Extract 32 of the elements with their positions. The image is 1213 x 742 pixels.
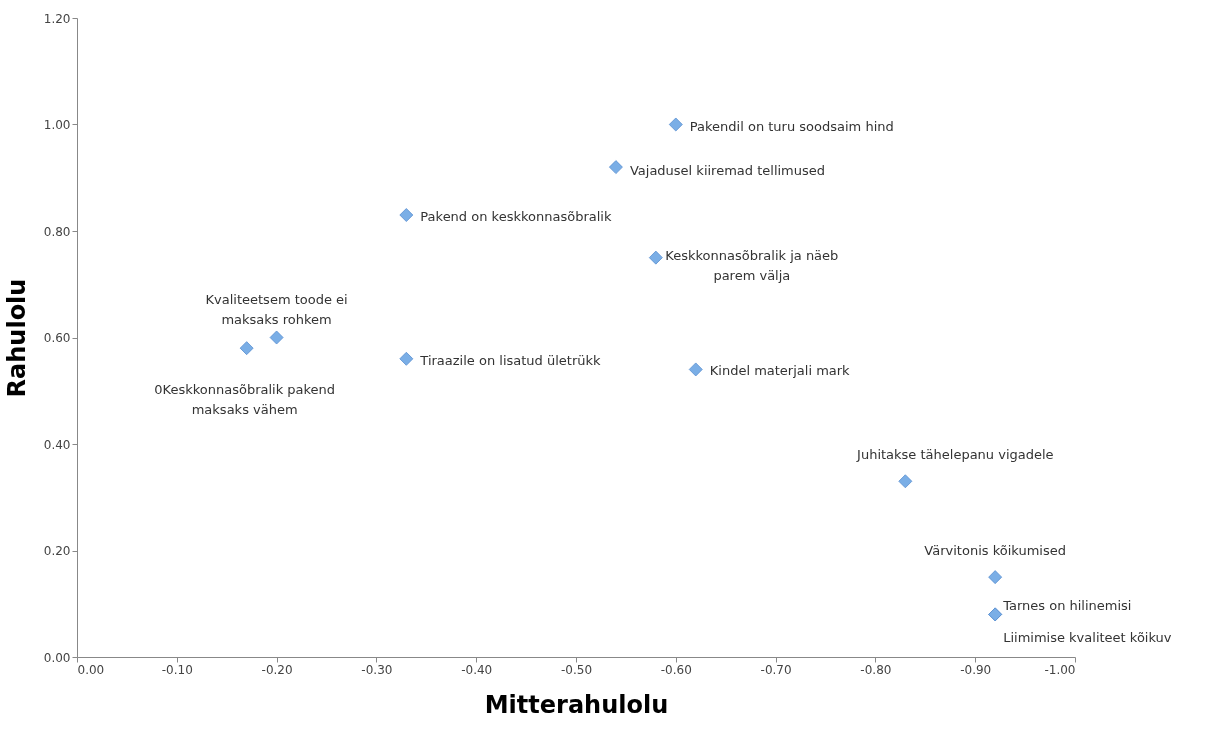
y-axis-title: Rahulolu: [2, 278, 31, 398]
annotation: Tarnes on hilinemisi: [1002, 598, 1132, 614]
x-tick-label: -0.30: [361, 662, 393, 677]
annotation: Kvaliteetsem toode ei maksaks rohkem: [205, 291, 348, 327]
y-tick-label: 0.20: [43, 544, 71, 558]
annotation: Tiraazile on lisatud ületrükk: [419, 352, 602, 368]
x-tick-label: -0.60: [660, 662, 692, 677]
x-tick-label: 0.00: [77, 662, 105, 677]
x-tick-label: -1.00: [1044, 662, 1076, 677]
annotation: Pakendil on turu soodsaim hind: [689, 118, 894, 134]
annotation: Vajadusel kiiremad tellimused: [629, 163, 826, 179]
annotation: Juhitakse tähelepanu vigadele: [856, 447, 1054, 463]
x-tick-label: -0.40: [461, 662, 493, 677]
x-tick-label: -0.20: [261, 662, 293, 677]
x-tick-label: -0.10: [161, 662, 193, 677]
x-tick-label: -0.50: [560, 662, 593, 677]
y-tick-label: 0.80: [43, 224, 71, 239]
x-tick-label: -0.70: [760, 662, 792, 677]
y-tick-label: 0.40: [43, 437, 71, 452]
y-tick-label: 1.20: [43, 11, 71, 26]
y-tick-label: 0.60: [43, 331, 71, 345]
y-tick-label: 1.00: [43, 118, 71, 132]
y-tick-label: 0.00: [43, 650, 71, 665]
annotation: 0Keskkonnasõbralik pakend maksaks vähem: [154, 382, 336, 418]
annotation: Värvitonis kõikumised: [924, 543, 1066, 559]
annotation: Pakend on keskkonnasõbralik: [420, 209, 612, 225]
annotation: Kindel materjali mark: [709, 363, 851, 379]
annotation: Keskkonnasõbralik ja näeb parem välja: [665, 247, 839, 283]
x-tick-label: -0.80: [860, 662, 892, 677]
x-tick-label: -0.90: [960, 662, 992, 677]
annotation: Liimimise kvaliteet kõikuv: [1003, 630, 1172, 646]
x-axis-title: Mitterahulolu: [484, 690, 669, 719]
